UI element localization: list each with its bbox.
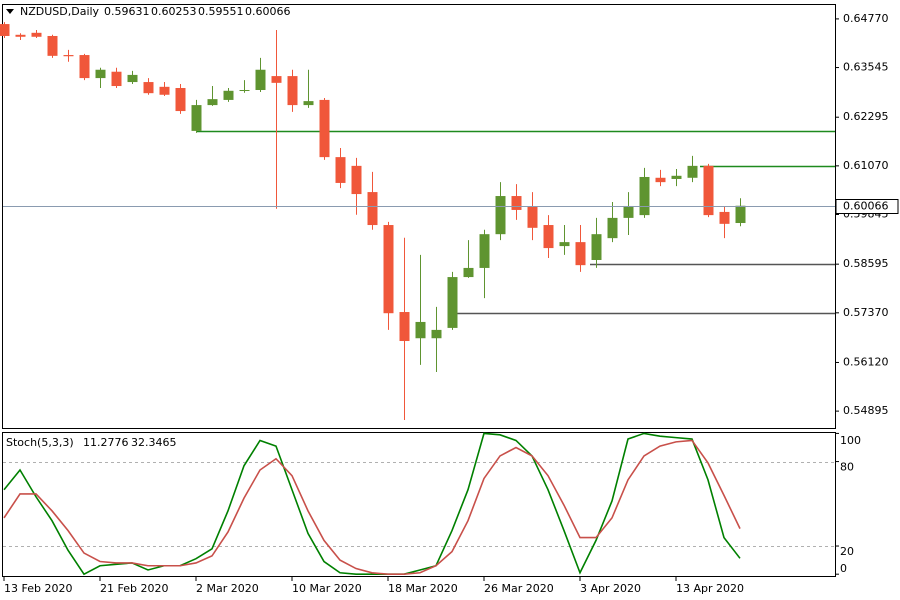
stoch-title: Stoch(5,3,3) — [6, 436, 74, 449]
y-tick-label: 100 — [840, 434, 861, 447]
candle-body — [255, 69, 266, 90]
candle-body — [687, 165, 698, 178]
x-tick-label: 13 Apr 2020 — [676, 582, 744, 595]
candle-body — [159, 86, 170, 95]
symbol-title: NZDUSD,Daily — [20, 5, 100, 18]
candle-body — [671, 175, 682, 179]
menu-arrow[interactable] — [6, 9, 14, 14]
y-tick-label: 0.63545 — [843, 61, 889, 74]
ohlc-close: 0.60066 — [245, 5, 291, 18]
current-price-box — [835, 199, 899, 214]
candle-body — [479, 234, 490, 268]
candle-body — [719, 211, 730, 224]
y-tick-label: 0.58595 — [843, 257, 889, 270]
y-tick-label: 80 — [840, 461, 854, 474]
stoch-pane — [2, 432, 836, 577]
candle-body — [591, 234, 602, 260]
x-tick-label: 26 Mar 2020 — [484, 582, 554, 595]
y-tick-label: 0.64770 — [843, 12, 889, 25]
candle-body — [47, 35, 58, 56]
x-tick-label: 13 Feb 2020 — [4, 582, 72, 595]
candle-body — [511, 196, 522, 210]
y-tick-label: 0.62295 — [843, 110, 889, 123]
candle-body — [303, 101, 314, 106]
candle-body — [447, 277, 458, 328]
x-tick-label: 18 Mar 2020 — [388, 582, 458, 595]
candle-body — [639, 176, 650, 216]
candle-body — [367, 192, 378, 226]
candle-body — [175, 88, 186, 112]
y-tick-label: 0.56120 — [843, 355, 889, 368]
candle-body — [415, 321, 426, 339]
candle-body — [111, 71, 122, 87]
x-tick-label: 3 Apr 2020 — [580, 582, 641, 595]
candle-body — [335, 157, 346, 183]
stoch-signal-value: 32.3465 — [131, 436, 177, 449]
price-pane — [2, 4, 836, 429]
y-tick-label: 0 — [840, 562, 847, 575]
candle-body — [319, 99, 330, 158]
candle-body — [207, 99, 218, 106]
candle-body — [559, 242, 570, 247]
current-price-label: 0.60066 — [843, 200, 889, 213]
candle-body — [431, 329, 442, 339]
stoch-line — [3, 439, 741, 575]
y-tick-label: 0.57370 — [843, 306, 889, 319]
y-tick-label: 0.54895 — [843, 404, 889, 417]
ohlc-low: 0.59551 — [198, 5, 244, 18]
candle-body — [79, 55, 90, 79]
stoch-main-value: 11.2776 — [83, 436, 129, 449]
y-tick-label: 20 — [840, 545, 854, 558]
candle-body — [463, 267, 474, 278]
y-tick-label: 0.61070 — [843, 159, 889, 172]
candle-body — [655, 177, 666, 183]
candle-body — [223, 90, 234, 100]
ohlc-open: 0.59631 — [104, 5, 150, 18]
x-tick-label: 2 Mar 2020 — [196, 582, 259, 595]
candle-body — [143, 82, 154, 94]
candle-body — [607, 217, 618, 239]
candle-body — [735, 205, 746, 224]
candle-body — [495, 196, 506, 235]
candle-body — [95, 69, 106, 79]
candle-body — [575, 242, 586, 266]
candle-body — [623, 205, 634, 218]
x-tick-label: 10 Mar 2020 — [292, 582, 362, 595]
candle-body — [287, 76, 298, 106]
candle-body — [127, 74, 138, 83]
candle-body — [399, 312, 410, 342]
candle-body — [527, 206, 538, 228]
candle-body — [63, 55, 74, 57]
x-tick-label: 21 Feb 2020 — [100, 582, 168, 595]
candle-body — [351, 165, 362, 195]
candle-body — [703, 165, 714, 216]
ohlc-high: 0.60253 — [151, 5, 197, 18]
candle-body — [191, 105, 202, 131]
candle-body — [543, 225, 554, 249]
candle-body — [0, 24, 10, 36]
candle-body — [15, 34, 26, 37]
candle-body — [31, 32, 42, 37]
candle-body — [239, 89, 250, 91]
candle-body — [271, 76, 282, 83]
candle-body — [383, 225, 394, 314]
